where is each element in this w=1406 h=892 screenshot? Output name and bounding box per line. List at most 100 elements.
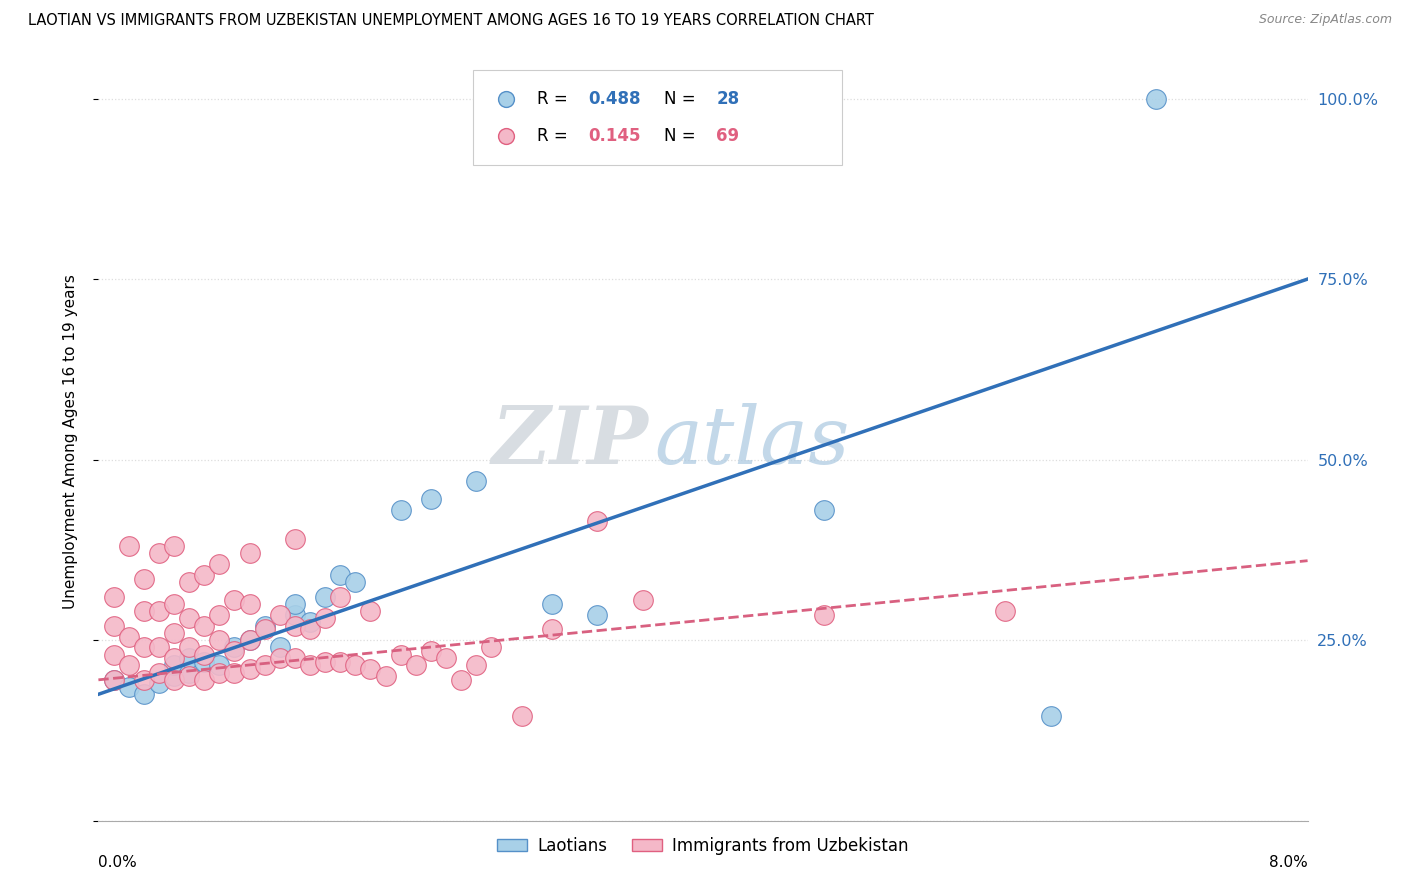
Point <box>510 709 533 723</box>
Point <box>193 568 215 582</box>
Text: Source: ZipAtlas.com: Source: ZipAtlas.com <box>1258 13 1392 27</box>
Point <box>299 615 322 629</box>
Point <box>269 607 291 622</box>
Point <box>148 604 170 618</box>
Point <box>193 655 215 669</box>
Point <box>163 651 186 665</box>
Point <box>103 618 125 632</box>
Point <box>179 669 201 683</box>
Point <box>253 618 276 632</box>
Point <box>179 611 201 625</box>
Point <box>284 607 307 622</box>
Legend: Laotians, Immigrants from Uzbekistan: Laotians, Immigrants from Uzbekistan <box>491 830 915 862</box>
Point <box>163 669 186 683</box>
Point <box>420 644 443 658</box>
Point <box>239 662 262 676</box>
Point <box>103 673 125 687</box>
Point <box>163 673 186 687</box>
Point <box>540 622 562 636</box>
Point <box>103 590 125 604</box>
Point <box>434 651 457 665</box>
Point <box>586 514 609 528</box>
Point <box>103 648 125 662</box>
Point <box>329 590 352 604</box>
FancyBboxPatch shape <box>474 70 842 165</box>
Text: LAOTIAN VS IMMIGRANTS FROM UZBEKISTAN UNEMPLOYMENT AMONG AGES 16 TO 19 YEARS COR: LAOTIAN VS IMMIGRANTS FROM UZBEKISTAN UN… <box>28 13 875 29</box>
Point <box>360 662 382 676</box>
Point <box>224 644 246 658</box>
Text: R =: R = <box>537 127 574 145</box>
Point <box>132 572 155 586</box>
Point <box>1039 709 1062 723</box>
Point <box>344 658 367 673</box>
Point <box>132 687 155 701</box>
Point <box>314 590 336 604</box>
Point <box>163 626 186 640</box>
Point <box>193 618 215 632</box>
Point <box>284 597 307 611</box>
Point <box>586 607 609 622</box>
Point <box>132 673 155 687</box>
Point <box>208 607 231 622</box>
Point <box>118 539 141 553</box>
Text: 0.488: 0.488 <box>588 90 641 108</box>
Point <box>269 651 291 665</box>
Text: atlas: atlas <box>655 403 851 480</box>
Y-axis label: Unemployment Among Ages 16 to 19 years: Unemployment Among Ages 16 to 19 years <box>63 274 77 609</box>
Text: 28: 28 <box>716 90 740 108</box>
Point <box>224 665 246 680</box>
Point <box>284 532 307 546</box>
Point <box>148 676 170 690</box>
Point <box>540 597 562 611</box>
Point <box>148 665 170 680</box>
Text: N =: N = <box>664 90 702 108</box>
Point <box>420 492 443 507</box>
Point <box>239 633 262 648</box>
Point <box>389 503 412 517</box>
Point <box>813 607 835 622</box>
Point <box>179 665 201 680</box>
Point <box>179 640 201 655</box>
Point <box>148 546 170 560</box>
Point <box>118 658 141 673</box>
Point <box>239 546 262 560</box>
Point <box>374 669 396 683</box>
Point <box>314 611 336 625</box>
Point <box>1146 91 1168 105</box>
Text: 69: 69 <box>716 127 740 145</box>
Point <box>103 673 125 687</box>
Point <box>329 655 352 669</box>
Point <box>344 575 367 590</box>
Point <box>405 658 427 673</box>
Point <box>299 658 322 673</box>
Point <box>132 604 155 618</box>
Point <box>193 673 215 687</box>
Point <box>813 503 835 517</box>
Point <box>193 648 215 662</box>
Point <box>299 622 322 636</box>
Point <box>253 658 276 673</box>
Text: 8.0%: 8.0% <box>1268 855 1308 870</box>
Point <box>118 680 141 694</box>
Point <box>465 658 488 673</box>
Point <box>239 597 262 611</box>
Point <box>329 568 352 582</box>
Point <box>481 640 503 655</box>
Text: N =: N = <box>664 127 702 145</box>
Point <box>208 665 231 680</box>
Point <box>465 475 488 489</box>
Point <box>631 593 654 607</box>
Point <box>224 640 246 655</box>
Point <box>284 651 307 665</box>
Text: 0.145: 0.145 <box>588 127 641 145</box>
Point <box>208 658 231 673</box>
Text: R =: R = <box>537 90 574 108</box>
Point <box>132 640 155 655</box>
Point <box>239 633 262 648</box>
Point <box>179 575 201 590</box>
Point <box>450 673 472 687</box>
Point <box>314 655 336 669</box>
Point <box>163 658 186 673</box>
Point <box>994 604 1017 618</box>
Point <box>163 597 186 611</box>
